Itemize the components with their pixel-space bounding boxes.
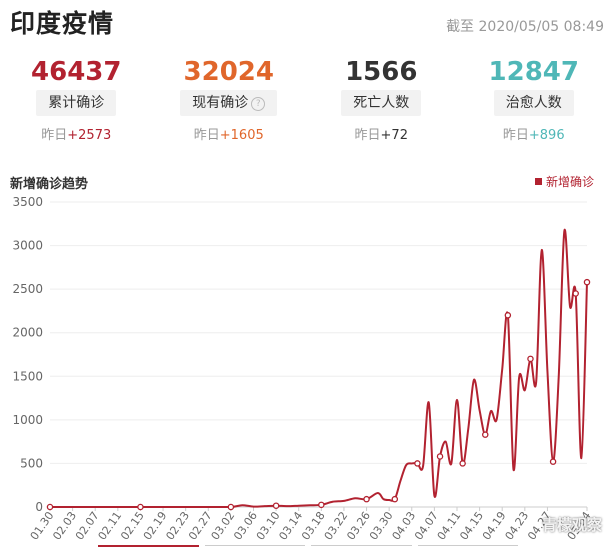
x-tick-label: 02.11 bbox=[96, 509, 125, 542]
stat-value: 12847 bbox=[488, 57, 579, 87]
chart-legend[interactable]: 新增确诊 bbox=[534, 173, 594, 190]
y-tick-label: 1500 bbox=[12, 369, 43, 383]
stat-delta-value: +1605 bbox=[219, 128, 264, 143]
stats-row: 46437 累计确诊 昨日+2573 32024 现有确诊? 昨日+1605 1… bbox=[0, 56, 610, 143]
stat-label-text: 累计确诊 bbox=[48, 95, 105, 111]
data-point bbox=[504, 312, 512, 319]
data-point bbox=[137, 503, 144, 511]
data-point bbox=[527, 355, 534, 363]
stat-label-text: 现有确诊 bbox=[192, 95, 249, 111]
stat-label-text: 死亡人数 bbox=[353, 95, 410, 111]
watermark: 青檬观察 bbox=[541, 516, 602, 534]
stat-label: 累计确诊 bbox=[36, 90, 117, 116]
data-point bbox=[436, 453, 444, 460]
page-title: 印度疫情 bbox=[10, 9, 115, 38]
stat-label: 死亡人数 bbox=[341, 90, 422, 116]
data-point bbox=[572, 290, 579, 297]
x-tick-label: 04.07 bbox=[412, 509, 441, 542]
stat-delta: 昨日+896 bbox=[458, 124, 610, 143]
chart-title: 新增确诊趋势 bbox=[10, 177, 89, 192]
stat-delta: 昨日+2573 bbox=[0, 124, 153, 143]
data-point bbox=[46, 503, 54, 511]
stat-cumulative-confirmed: 46437 累计确诊 昨日+2573 bbox=[0, 56, 153, 143]
y-tick-label: 2500 bbox=[12, 282, 43, 296]
data-point bbox=[583, 278, 591, 286]
x-tick-label: 01.30 bbox=[28, 509, 57, 542]
chart-tabs bbox=[98, 545, 518, 548]
stat-delta: 昨日+72 bbox=[305, 124, 458, 143]
data-point bbox=[318, 501, 325, 509]
legend-label: 新增确诊 bbox=[545, 175, 594, 189]
series-line bbox=[50, 228, 588, 508]
line-chart: 050010001500200025003000350001.3002.0302… bbox=[12, 195, 593, 543]
data-point bbox=[459, 460, 466, 467]
data-point bbox=[272, 502, 280, 509]
x-tick-label: 02.03 bbox=[50, 509, 79, 542]
stat-delta-prefix: 昨日 bbox=[41, 128, 68, 143]
stat-delta-prefix: 昨日 bbox=[502, 128, 529, 143]
chart-tab[interactable] bbox=[204, 545, 305, 548]
data-point bbox=[482, 431, 489, 438]
stat-delta-value: +896 bbox=[528, 128, 565, 143]
stat-delta-value: +72 bbox=[380, 128, 408, 143]
y-tick-label: 2000 bbox=[12, 326, 43, 340]
y-tick-label: 3500 bbox=[12, 195, 43, 209]
x-tick-label: 02.07 bbox=[73, 509, 102, 542]
stat-value: 32024 bbox=[183, 57, 274, 87]
data-point bbox=[391, 495, 399, 503]
y-tick-label: 1000 bbox=[12, 413, 43, 427]
y-tick-label: 3000 bbox=[12, 239, 43, 253]
chart-tab[interactable] bbox=[98, 545, 199, 548]
data-point bbox=[414, 460, 421, 467]
stat-deaths: 1566 死亡人数 昨日+72 bbox=[305, 56, 458, 143]
legend-swatch bbox=[534, 178, 542, 185]
stat-delta-prefix: 昨日 bbox=[354, 128, 381, 143]
x-tick-label: 04.03 bbox=[390, 509, 419, 542]
y-tick-label: 500 bbox=[20, 456, 43, 470]
y-tick-label: 0 bbox=[35, 500, 43, 514]
as-of-timestamp: 截至 2020/05/05 08:49 bbox=[446, 19, 604, 35]
data-point bbox=[227, 503, 235, 511]
stat-delta-value: +2573 bbox=[67, 128, 112, 143]
stat-delta: 昨日+1605 bbox=[153, 124, 306, 143]
x-tick-label: 03.22 bbox=[322, 509, 351, 542]
stat-label: 治愈人数 bbox=[493, 90, 574, 116]
stat-recovered: 12847 治愈人数 昨日+896 bbox=[458, 56, 610, 143]
stat-value: 46437 bbox=[31, 57, 122, 87]
stat-label: 现有确诊? bbox=[180, 90, 278, 116]
stat-label-text: 治愈人数 bbox=[505, 95, 562, 111]
data-point bbox=[549, 458, 557, 465]
chart-tab[interactable] bbox=[311, 545, 412, 548]
question-mark-icon[interactable]: ? bbox=[251, 97, 266, 111]
x-tick-label: 03.26 bbox=[344, 509, 373, 542]
data-point bbox=[363, 495, 370, 503]
chart-tab[interactable] bbox=[417, 545, 518, 548]
stat-current-confirmed: 32024 现有确诊? 昨日+1605 bbox=[153, 56, 306, 143]
stat-delta-prefix: 昨日 bbox=[193, 128, 220, 143]
x-tick-label: 03.30 bbox=[367, 509, 396, 542]
stat-value: 1566 bbox=[345, 57, 418, 87]
